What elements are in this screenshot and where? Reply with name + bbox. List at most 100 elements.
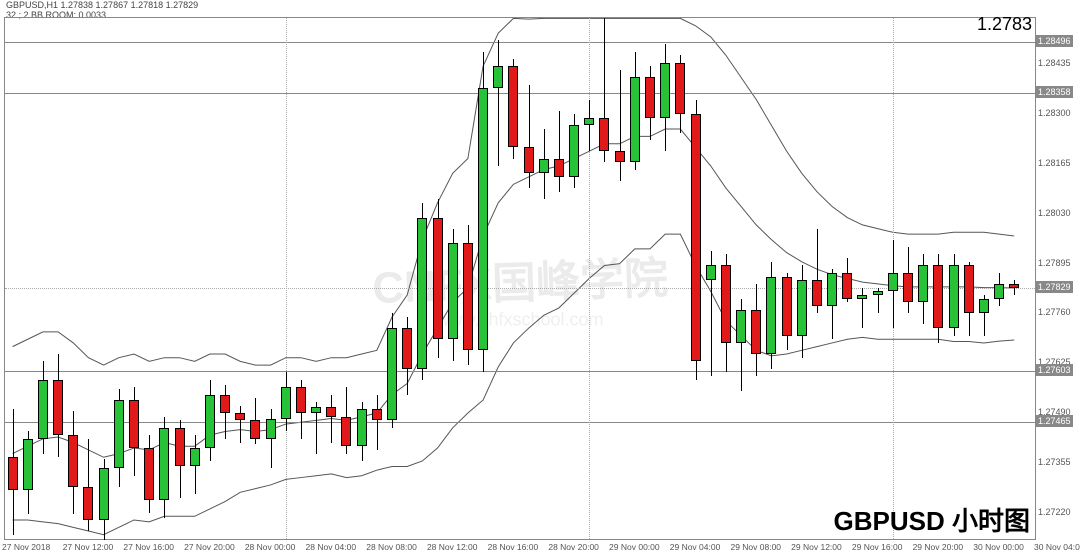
candle-wick xyxy=(331,395,332,443)
candle-body[interactable] xyxy=(387,328,397,420)
candle-body[interactable] xyxy=(873,291,883,295)
chart-container: GBPUSD,H1 1.27838 1.27867 1.27818 1.2782… xyxy=(0,0,1080,557)
candle-body[interactable] xyxy=(721,265,731,342)
candle-body[interactable] xyxy=(23,439,33,491)
candle-body[interactable] xyxy=(38,380,48,439)
x-tick: 28 Nov 12:00 xyxy=(427,542,478,552)
x-tick: 29 Nov 12:00 xyxy=(791,542,842,552)
candle-body[interactable] xyxy=(402,328,412,369)
bb-band xyxy=(13,129,1015,457)
candle-body[interactable] xyxy=(569,125,579,177)
candle-body[interactable] xyxy=(144,448,154,500)
y-tick: 1.28165 xyxy=(1038,158,1071,168)
candle-body[interactable] xyxy=(266,419,276,439)
candle-wick xyxy=(498,40,499,165)
candle-body[interactable] xyxy=(751,310,761,354)
candle-body[interactable] xyxy=(660,63,670,118)
x-tick: 28 Nov 20:00 xyxy=(548,542,599,552)
y-tick: 1.28435 xyxy=(1038,58,1071,68)
y-price-box: 1.27603 xyxy=(1036,364,1073,376)
y-price-box: 1.28358 xyxy=(1036,86,1073,98)
x-tick: 28 Nov 00:00 xyxy=(245,542,296,552)
x-tick: 27 Nov 20:00 xyxy=(184,542,235,552)
x-tick: 29 Nov 00:00 xyxy=(609,542,660,552)
candle-body[interactable] xyxy=(736,310,746,343)
candle-wick xyxy=(589,100,590,152)
candle-body[interactable] xyxy=(691,114,701,361)
candle-body[interactable] xyxy=(1009,284,1019,288)
candle-body[interactable] xyxy=(508,66,518,147)
candle-wick xyxy=(620,70,621,181)
candle-body[interactable] xyxy=(812,280,822,306)
candle-body[interactable] xyxy=(190,448,200,466)
candle-body[interactable] xyxy=(83,487,93,520)
candle-body[interactable] xyxy=(220,395,230,413)
y-tick: 1.28030 xyxy=(1038,208,1071,218)
candle-body[interactable] xyxy=(524,147,534,173)
candle-body[interactable] xyxy=(53,380,63,435)
candle-body[interactable] xyxy=(949,265,959,328)
y-price-box: 1.28496 xyxy=(1036,35,1073,47)
candle-body[interactable] xyxy=(675,63,685,115)
candle-body[interactable] xyxy=(493,66,503,88)
candle-body[interactable] xyxy=(433,218,443,340)
candle-body[interactable] xyxy=(918,265,928,302)
candle-body[interactable] xyxy=(114,400,124,468)
candle-body[interactable] xyxy=(782,277,792,336)
candle-body[interactable] xyxy=(964,265,974,313)
candle-body[interactable] xyxy=(706,265,716,280)
candle-body[interactable] xyxy=(554,159,564,177)
candle-body[interactable] xyxy=(842,273,852,299)
candle-body[interactable] xyxy=(235,413,245,420)
candle-body[interactable] xyxy=(584,118,594,125)
y-price-box: 1.27465 xyxy=(1036,415,1073,427)
candle-body[interactable] xyxy=(615,151,625,162)
candle-body[interactable] xyxy=(281,387,291,418)
candle-body[interactable] xyxy=(175,428,185,467)
candle-body[interactable] xyxy=(159,428,169,500)
candle-body[interactable] xyxy=(979,299,989,314)
candle-body[interactable] xyxy=(539,159,549,174)
candle-body[interactable] xyxy=(766,277,776,354)
plot-area[interactable]: CNFX国峰学院 www.chfxschool.com xyxy=(4,17,1036,540)
candle-body[interactable] xyxy=(372,409,382,420)
x-tick: 29 Nov 16:00 xyxy=(852,542,903,552)
candle-body[interactable] xyxy=(8,457,18,490)
x-tick: 28 Nov 04:00 xyxy=(306,542,357,552)
y-price-box: 1.27829 xyxy=(1036,281,1073,293)
candle-body[interactable] xyxy=(645,77,655,118)
candle-body[interactable] xyxy=(599,118,609,151)
x-tick: 29 Nov 04:00 xyxy=(670,542,721,552)
candle-body[interactable] xyxy=(250,420,260,438)
candle-body[interactable] xyxy=(797,280,807,335)
candle-body[interactable] xyxy=(296,387,306,413)
candle-body[interactable] xyxy=(888,273,898,291)
h-level-line xyxy=(5,371,1035,372)
candle-body[interactable] xyxy=(630,77,640,162)
x-axis: 27 Nov 201827 Nov 12:0027 Nov 16:0027 No… xyxy=(4,540,1036,557)
y-tick: 1.27355 xyxy=(1038,457,1071,467)
y-tick: 1.27220 xyxy=(1038,507,1071,517)
candle-wick xyxy=(377,395,378,450)
candle-body[interactable] xyxy=(99,468,109,520)
candle-body[interactable] xyxy=(903,273,913,303)
x-tick: 28 Nov 16:00 xyxy=(488,542,539,552)
candle-body[interactable] xyxy=(933,265,943,328)
candle-body[interactable] xyxy=(341,417,351,447)
candle-body[interactable] xyxy=(68,435,78,487)
candle-body[interactable] xyxy=(357,409,367,446)
candle-body[interactable] xyxy=(311,407,321,413)
x-tick: 27 Nov 2018 xyxy=(2,542,50,552)
candle-body[interactable] xyxy=(478,88,488,350)
h-level-line xyxy=(5,42,1035,43)
candle-body[interactable] xyxy=(129,400,139,448)
candle-body[interactable] xyxy=(205,395,215,448)
x-tick: 27 Nov 12:00 xyxy=(63,542,114,552)
candle-body[interactable] xyxy=(417,218,427,369)
candle-body[interactable] xyxy=(994,284,1004,299)
candle-body[interactable] xyxy=(463,243,473,350)
candle-body[interactable] xyxy=(326,407,336,416)
candle-body[interactable] xyxy=(827,273,837,306)
candle-body[interactable] xyxy=(857,295,867,299)
candle-body[interactable] xyxy=(448,243,458,339)
